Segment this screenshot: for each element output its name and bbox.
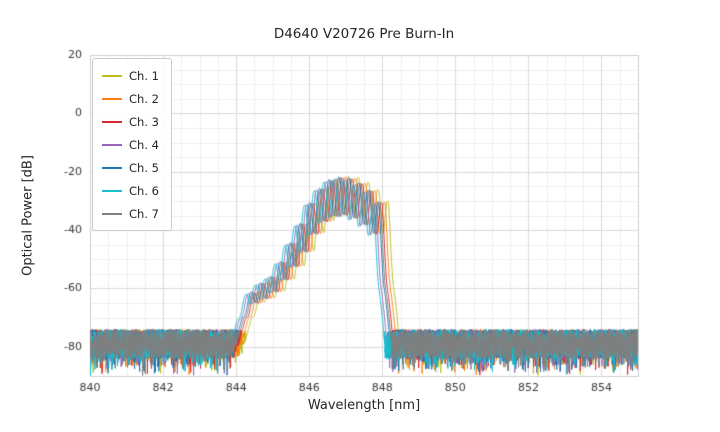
legend-item: Ch. 5 — [102, 156, 159, 179]
legend: Ch. 1 Ch. 2 Ch. 3 Ch. 4 Ch. 5 Ch. 6 Ch. 7 — [92, 58, 172, 231]
legend-line-swatch — [102, 166, 122, 169]
legend-line-swatch — [102, 212, 122, 215]
legend-label: Ch. 3 — [129, 114, 159, 129]
legend-label: Ch. 5 — [129, 160, 159, 175]
legend-item: Ch. 6 — [102, 179, 159, 202]
legend-item: Ch. 7 — [102, 202, 159, 225]
legend-line-swatch — [102, 143, 122, 146]
legend-line-swatch — [102, 97, 122, 100]
legend-label: Ch. 1 — [129, 68, 159, 83]
legend-label: Ch. 7 — [129, 206, 159, 221]
legend-line-swatch — [102, 74, 122, 77]
legend-item: Ch. 3 — [102, 110, 159, 133]
chart-title: D4640 V20726 Pre Burn-In — [273, 26, 455, 42]
y-axis-label: Optical Power [dB] — [20, 155, 36, 276]
legend-label: Ch. 4 — [129, 137, 159, 152]
legend-label: Ch. 2 — [129, 91, 159, 106]
legend-item: Ch. 4 — [102, 133, 159, 156]
legend-item: Ch. 1 — [102, 64, 159, 87]
legend-label: Ch. 6 — [129, 183, 159, 198]
legend-item: Ch. 2 — [102, 87, 159, 110]
legend-line-swatch — [102, 189, 122, 192]
legend-line-swatch — [102, 120, 122, 123]
x-axis-label: Wavelength [nm] — [307, 398, 421, 413]
